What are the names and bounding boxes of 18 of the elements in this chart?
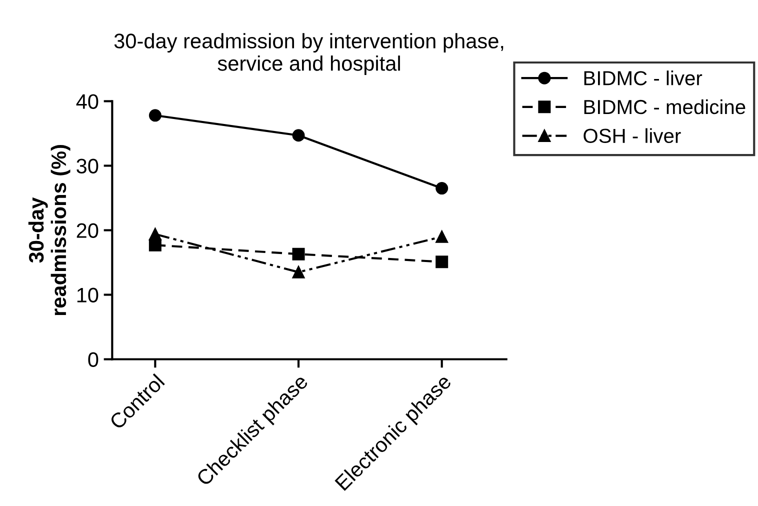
point xyxy=(436,182,448,195)
legend-label: OSH - liver xyxy=(584,128,681,144)
point xyxy=(292,248,305,260)
point xyxy=(148,228,162,240)
y-tick-label: 30 xyxy=(76,158,98,174)
y-axis-title: 30-day readmissions (%) xyxy=(28,145,70,316)
point xyxy=(292,129,305,142)
point xyxy=(436,230,448,243)
point xyxy=(148,109,162,122)
chart-title: 30-day readmission by intervention phase, service and hospital xyxy=(114,33,504,75)
y-tick-label: 10 xyxy=(77,288,98,302)
point xyxy=(436,256,448,268)
y-tick-label: 20 xyxy=(76,223,98,238)
y-tick-label: 0 xyxy=(88,352,98,368)
point xyxy=(292,266,305,278)
y-tick-label: 40 xyxy=(76,94,98,109)
legend-label: BIDMC - liver xyxy=(584,70,702,86)
legend-label: BIDMC - medicine xyxy=(584,99,746,114)
